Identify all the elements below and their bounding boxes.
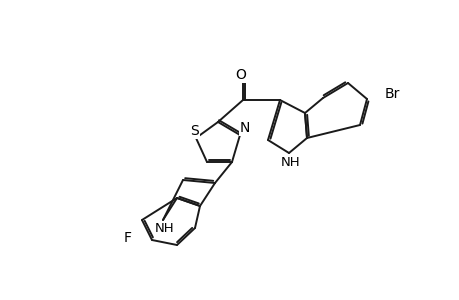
Text: NH: NH bbox=[280, 155, 300, 169]
Text: N: N bbox=[239, 121, 250, 135]
Text: S: S bbox=[190, 124, 199, 138]
Text: F: F bbox=[124, 231, 132, 245]
Text: Br: Br bbox=[384, 87, 399, 101]
Text: NH: NH bbox=[155, 223, 174, 236]
Text: O: O bbox=[235, 68, 246, 82]
